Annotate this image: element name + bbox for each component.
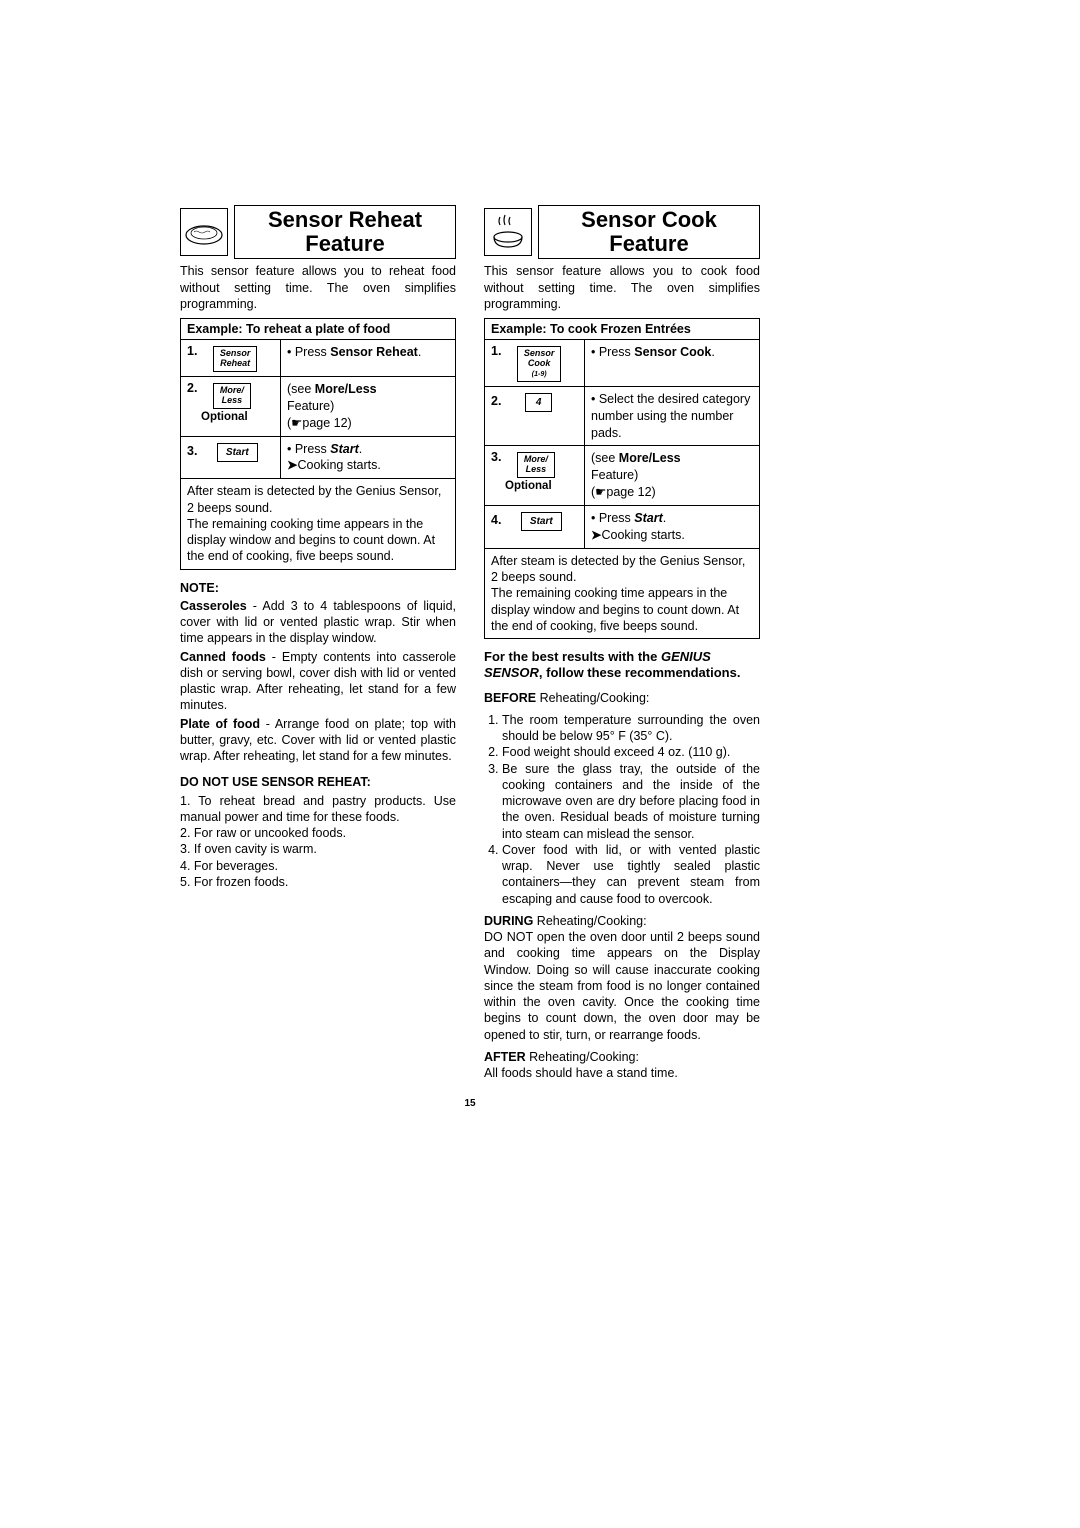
b2: Be sure the glass tray, the outside of t… — [502, 761, 760, 842]
note-h: NOTE: — [180, 580, 456, 596]
step2-right: (see More/LessFeature)(☛page 12) — [281, 376, 456, 436]
tl: . — [711, 345, 714, 359]
b3: Cover food with lid, or with vented plas… — [502, 842, 760, 907]
t: • Select the desired category number usi… — [591, 392, 750, 440]
ab: AFTER — [484, 1050, 526, 1064]
b1: Food weight should exceed 4 oz. (110 g). — [502, 744, 760, 760]
d0: To reheat bread and pastry products. Use… — [180, 794, 456, 824]
b: Sensor Cook — [634, 345, 711, 359]
step2-left: 2. More/Less Optional — [181, 376, 281, 436]
left-intro: This sensor feature allows you to reheat… — [180, 263, 456, 312]
more-less-button: More/Less — [213, 383, 251, 409]
donot-h: DO NOT USE SENSOR REHEAT: — [180, 774, 456, 790]
opt: Optional — [201, 411, 274, 423]
rstep2-left: 2. 4 — [485, 386, 585, 446]
b: BEFORE — [484, 691, 536, 705]
n: 1. — [491, 344, 501, 358]
d3: For beverages. — [194, 859, 278, 873]
b: More/Less — [315, 382, 377, 396]
sensor-reheat-button: SensorReheat — [213, 346, 258, 372]
rstep4-left: 4. Start — [485, 506, 585, 549]
d4: For frozen foods. — [194, 875, 289, 889]
b: More/Less — [619, 451, 681, 465]
left-steps-table: Example: To reheat a plate of food 1. Se… — [180, 318, 456, 479]
n: 2. — [491, 394, 501, 408]
rstep3-left: 3. More/Less Optional — [485, 446, 585, 506]
page-number: 15 — [180, 1098, 760, 1109]
at: Reheating/Cooking: — [526, 1050, 639, 1064]
n: 2. — [187, 381, 197, 395]
h1: For the best results with the — [484, 649, 657, 664]
right-steps-table: Example: To cook Frozen Entrées 1. Senso… — [484, 318, 760, 549]
h2: , follow these recommendations. — [539, 665, 741, 680]
b0: The room temperature surrounding the ove… — [502, 712, 760, 745]
t: • Press — [287, 345, 330, 359]
note-block: NOTE: Casseroles - Add 3 to 4 tablespoon… — [180, 580, 456, 765]
b: Casseroles — [180, 599, 247, 613]
right-title-row: Sensor CookFeature — [484, 205, 760, 259]
b: Plate of food — [180, 717, 260, 731]
t2: Feature — [609, 231, 688, 256]
d2: If oven cavity is warm. — [194, 842, 317, 856]
n: 4. — [491, 513, 501, 527]
a: All foods should have a stand time. — [484, 1066, 678, 1080]
rstep2-right: • Select the desired category number usi… — [585, 386, 760, 446]
rstep1-right: • Press Sensor Cook. — [585, 340, 760, 387]
rstep3-right: (see More/LessFeature)(☛page 12) — [585, 446, 760, 506]
b: Canned foods — [180, 650, 266, 664]
start-button-r: Start — [521, 512, 562, 531]
before-block: BEFORE Reheating/Cooking: The room tempe… — [484, 690, 760, 1082]
right-example-header: Example: To cook Frozen Entrées — [485, 319, 760, 340]
t2: Feature — [305, 231, 384, 256]
dt: Reheating/Cooking: — [533, 914, 646, 928]
left-footnote: After steam is detected by the Genius Se… — [180, 479, 456, 569]
start-button: Start — [217, 443, 258, 462]
p: (see — [591, 451, 619, 465]
left-title-row: Sensor ReheatFeature — [180, 205, 456, 259]
left-column: Sensor ReheatFeature This sensor feature… — [180, 205, 456, 1087]
t1: Sensor Cook — [581, 207, 717, 232]
step1-right: • Press Sensor Reheat. — [281, 340, 456, 377]
right-footnote: After steam is detected by the Genius Se… — [484, 549, 760, 639]
d1: For raw or uncooked foods. — [194, 826, 346, 840]
t: • Press — [591, 345, 634, 359]
rstep1-left: 1. SensorCook(1-9) — [485, 340, 585, 387]
t1: Sensor Reheat — [268, 207, 422, 232]
rec-head: For the best results with the GENIUS SEN… — [484, 649, 760, 682]
tl: . — [418, 345, 421, 359]
plate-icon — [180, 208, 228, 256]
left-example-header: Example: To reheat a plate of food — [181, 319, 456, 340]
bowl-steam-icon — [484, 208, 532, 256]
n: 1. — [187, 344, 197, 358]
opt: Optional — [505, 480, 578, 492]
step3-right: • Press Start.➤Cooking starts. — [281, 436, 456, 479]
d: DO NOT open the oven door until 2 beeps … — [484, 930, 760, 1042]
right-title: Sensor CookFeature — [538, 205, 760, 259]
donot-block: DO NOT USE SENSOR REHEAT: 1. To reheat b… — [180, 774, 456, 890]
p: (see — [287, 382, 315, 396]
b: Sensor Reheat — [330, 345, 418, 359]
t: Reheating/Cooking: — [536, 691, 649, 705]
n: 3. — [491, 450, 501, 464]
rstep4-right: • Press Start.➤Cooking starts. — [585, 506, 760, 549]
more-less-button-r: More/Less — [517, 452, 555, 478]
right-column: Sensor CookFeature This sensor feature a… — [484, 205, 760, 1087]
sensor-cook-button: SensorCook(1-9) — [517, 346, 562, 382]
step3-left: 3. Start — [181, 436, 281, 479]
n: 3. — [187, 444, 197, 458]
number-4-button: 4 — [525, 393, 553, 412]
left-title: Sensor ReheatFeature — [234, 205, 456, 259]
db: DURING — [484, 914, 533, 928]
right-intro: This sensor feature allows you to cook f… — [484, 263, 760, 312]
step1-left: 1. SensorReheat — [181, 340, 281, 377]
